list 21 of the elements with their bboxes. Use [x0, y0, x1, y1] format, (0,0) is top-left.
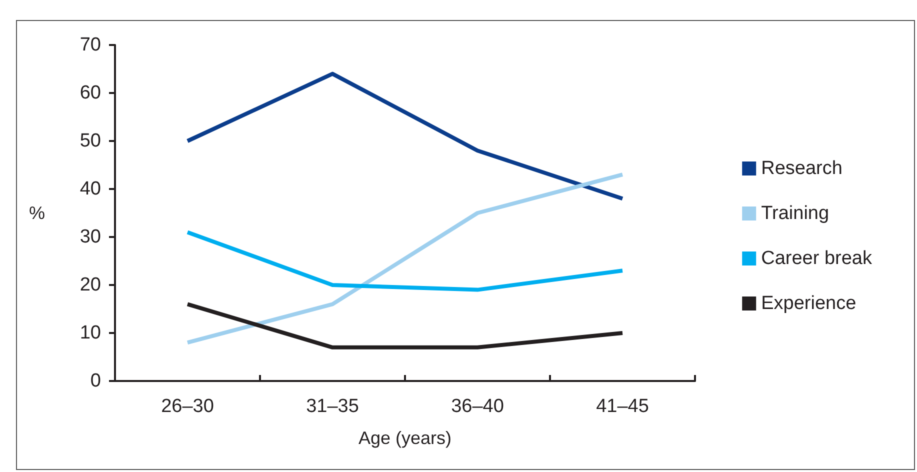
x-tick-label: 31–35 [306, 396, 359, 417]
legend-label: Experience [761, 293, 856, 314]
y-axis-title: % [28, 203, 45, 223]
legend-label: Training [761, 203, 830, 224]
y-tick-label: 50 [80, 130, 101, 152]
x-tick-label: 36–40 [451, 396, 504, 417]
line-series [186, 72, 624, 201]
line-series [186, 230, 624, 292]
x-axis-title: Age (years) [358, 428, 452, 448]
legend-label: Research [761, 158, 842, 179]
x-tick-label: 26–30 [161, 396, 214, 417]
legend-label: Career break [761, 248, 872, 269]
y-tick-label: 10 [80, 322, 101, 344]
y-tick-label: 70 [80, 34, 101, 56]
y-tick-label: 0 [90, 370, 101, 392]
y-tick-label: 60 [80, 82, 101, 104]
y-tick-label: 20 [80, 274, 101, 296]
line-series [186, 172, 624, 345]
y-tick-label: 30 [80, 226, 101, 248]
y-tick-label: 40 [80, 178, 101, 200]
x-tick-label: 41–45 [596, 396, 649, 417]
